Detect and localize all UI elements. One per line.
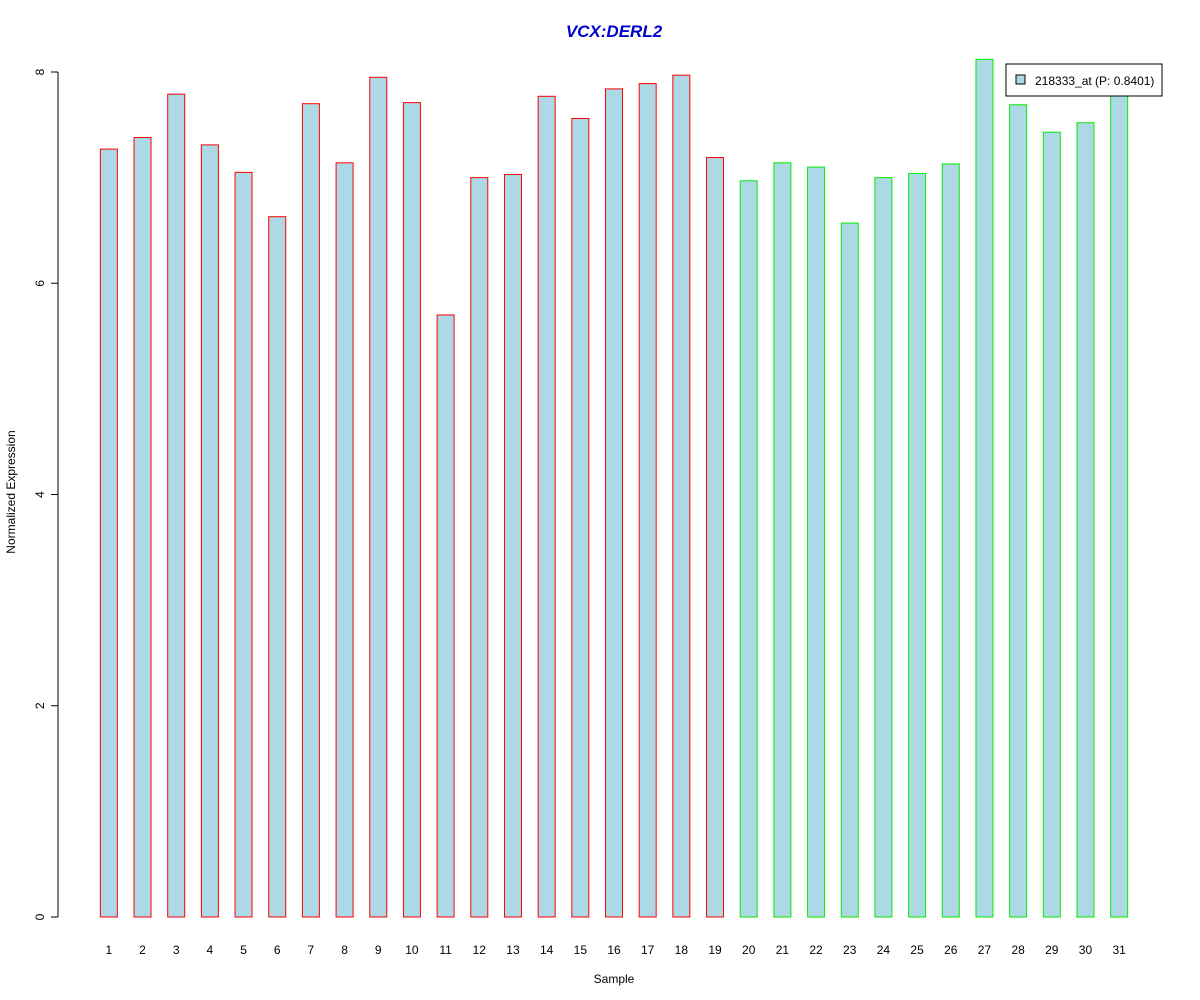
x-axis: 1 2 3 4 5 6 7 8 9 10 11 12 13 14 15 16 17 18 19 20 21 22 23 24 2… [105,943,1126,957]
x-tick-label: 26 [944,943,958,957]
y-tick-label: 2 [33,702,47,709]
x-tick-label: 11 [439,943,452,957]
y-tick-label: 8 [33,68,47,75]
x-tick-label: 17 [641,943,655,957]
x-tick-label: 19 [708,943,722,957]
bar-1 [99,148,118,918]
x-tick-label: 8 [341,943,348,957]
x-tick-label: 31 [1112,943,1126,957]
x-tick-label: 10 [405,943,419,957]
x-tick-label: 20 [742,943,756,957]
bar-10 [402,102,421,918]
bar-22 [807,166,826,918]
bar-9 [369,76,388,918]
x-tick-label: 4 [207,943,214,957]
bar-11 [436,314,455,918]
legend-swatch [1015,74,1026,85]
bar-18 [672,74,691,918]
legend-box [1005,63,1163,97]
x-tick-label: 3 [173,943,180,957]
x-axis-label: Sample [594,972,635,986]
x-tick-label: 12 [473,943,487,957]
bars [99,58,1129,918]
x-tick-label: 22 [809,943,823,957]
x-tick-label: 24 [877,943,891,957]
x-tick-label: 16 [607,943,621,957]
x-tick-label: 21 [776,943,790,957]
bar-26 [941,163,960,918]
x-tick-label: 7 [308,943,315,957]
y-tick-label: 6 [33,280,47,287]
bar-15 [571,117,590,918]
bar-21 [773,162,792,918]
bar-20 [739,180,758,918]
bar-12 [470,177,489,918]
bar-13 [503,173,522,918]
x-tick-label: 18 [675,943,689,957]
x-tick-label: 9 [375,943,382,957]
x-tick-label: 14 [540,943,554,957]
bar-23 [840,222,859,918]
bar-17 [638,83,657,918]
x-tick-label: 13 [506,943,520,957]
x-tick-label: 15 [574,943,588,957]
x-tick-label: 23 [843,943,857,957]
bar-5 [234,171,253,918]
bar-30 [1076,122,1095,918]
x-tick-label: 27 [978,943,992,957]
y-axis: 0 2 4 6 8 [33,68,59,920]
x-tick-label: 5 [240,943,247,957]
bar-29 [1042,131,1061,918]
bar-24 [874,177,893,918]
bar-2 [133,136,152,918]
x-tick-label: 25 [910,943,924,957]
x-tick-label: 28 [1011,943,1025,957]
x-tick-label: 2 [139,943,146,957]
y-axis-label: Normalized Expression [4,430,18,553]
bar-14 [537,95,556,918]
legend-label: 218333_at (P: 0.8401) [1035,74,1154,88]
chart-title: VCX:DERL2 [566,22,663,41]
bar-3 [167,93,186,918]
bar-27 [975,58,994,918]
y-tick-label: 0 [33,913,47,920]
bar-19 [706,157,725,918]
bar-7 [301,103,320,918]
x-tick-label: 29 [1045,943,1059,957]
y-tick-label: 4 [33,491,47,498]
x-tick-label: 6 [274,943,281,957]
x-tick-label: 1 [105,943,112,957]
bar-28 [1009,104,1028,918]
bar-4 [200,144,219,918]
bar-6 [268,216,287,918]
bar-25 [908,172,927,918]
bar-16 [605,88,623,918]
bar-31 [1110,92,1129,918]
bar-8 [335,162,354,918]
legend: 218333_at (P: 0.8401) [1005,63,1163,97]
x-tick-label: 30 [1079,943,1093,957]
